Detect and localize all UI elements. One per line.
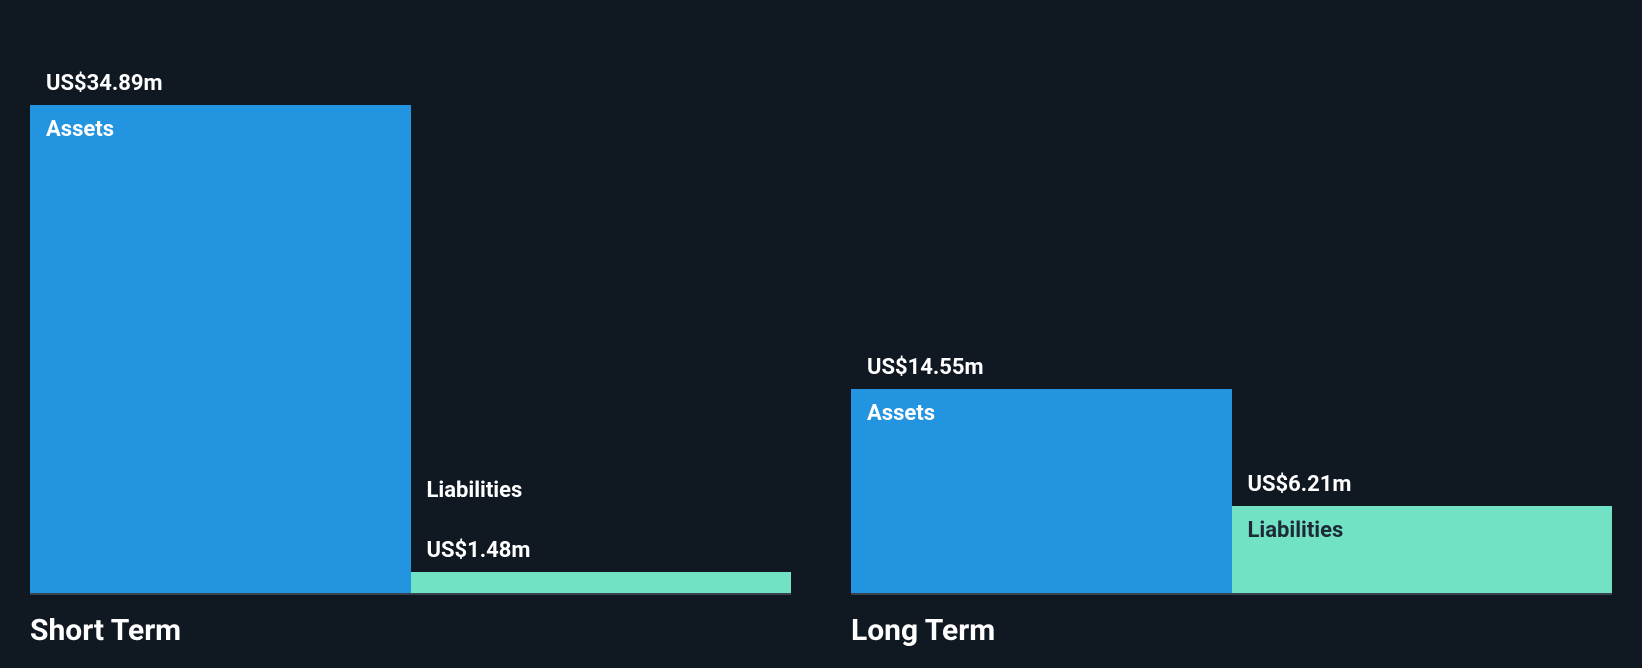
bar-long-term-liabilities: US$6.21m Liabilities	[1232, 506, 1613, 593]
bars-row: US$14.55m Assets US$6.21m Liabilities	[851, 0, 1612, 593]
panel-title-long-term: Long Term	[851, 613, 1612, 648]
bar-slot-assets: US$14.55m Assets	[851, 0, 1232, 593]
bar-value-label: US$6.21m	[1248, 472, 1352, 497]
chart-area-short-term: US$34.89m Assets US$1.48m Liabilities	[30, 0, 791, 595]
bar-value-label: US$34.89m	[46, 71, 163, 96]
bar-category-label: Liabilities	[427, 478, 523, 503]
bar-short-term-assets: US$34.89m Assets	[30, 105, 411, 593]
bar-category-label: Assets	[46, 117, 114, 142]
bar-slot-liabilities: US$6.21m Liabilities	[1232, 0, 1613, 593]
bar-slot-assets: US$34.89m Assets	[30, 0, 411, 593]
panel-title-short-term: Short Term	[30, 613, 791, 648]
bar-value-label: US$1.48m	[427, 538, 531, 563]
bar-slot-liabilities: US$1.48m Liabilities	[411, 0, 792, 593]
bars-row: US$34.89m Assets US$1.48m Liabilities	[30, 0, 791, 593]
bar-category-label: Assets	[867, 401, 935, 426]
panel-long-term: US$14.55m Assets US$6.21m Liabilities Lo…	[851, 0, 1612, 648]
panel-short-term: US$34.89m Assets US$1.48m Liabilities Sh…	[30, 0, 791, 648]
bar-short-term-liabilities: US$1.48m Liabilities	[411, 572, 792, 593]
chart-area-long-term: US$14.55m Assets US$6.21m Liabilities	[851, 0, 1612, 595]
bar-value-label: US$14.55m	[867, 355, 984, 380]
bar-category-label: Liabilities	[1248, 518, 1344, 543]
bar-long-term-assets: US$14.55m Assets	[851, 389, 1232, 593]
chart-container: US$34.89m Assets US$1.48m Liabilities Sh…	[0, 0, 1642, 668]
